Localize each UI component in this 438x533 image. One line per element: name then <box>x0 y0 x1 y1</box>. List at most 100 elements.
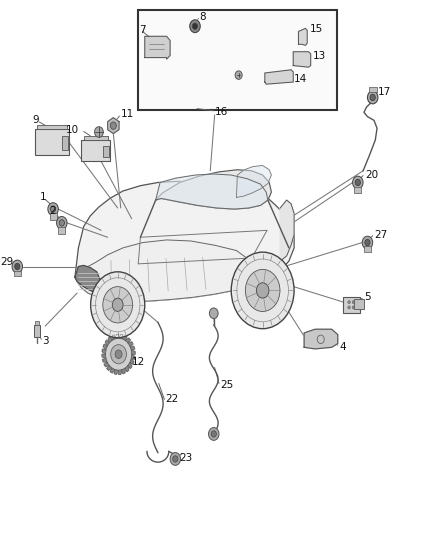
Bar <box>58 227 65 233</box>
Text: 20: 20 <box>365 169 378 180</box>
Text: 3: 3 <box>42 336 49 346</box>
Polygon shape <box>119 334 123 339</box>
Bar <box>84 136 108 140</box>
Polygon shape <box>99 285 123 296</box>
Circle shape <box>106 338 132 370</box>
Polygon shape <box>122 336 127 341</box>
Polygon shape <box>75 240 254 301</box>
Polygon shape <box>130 358 134 365</box>
Circle shape <box>231 252 294 329</box>
Bar <box>343 297 360 313</box>
Circle shape <box>115 350 122 359</box>
Text: 9: 9 <box>32 115 39 125</box>
Circle shape <box>104 322 111 331</box>
Polygon shape <box>125 366 129 372</box>
Polygon shape <box>108 118 119 134</box>
Circle shape <box>190 20 200 33</box>
Text: 10: 10 <box>66 125 79 135</box>
Bar <box>369 87 377 92</box>
Text: 13: 13 <box>313 51 327 61</box>
Polygon shape <box>75 265 106 293</box>
Circle shape <box>365 239 370 246</box>
Polygon shape <box>110 368 115 373</box>
Polygon shape <box>75 181 294 301</box>
Text: 27: 27 <box>374 230 388 240</box>
Circle shape <box>111 345 127 364</box>
Circle shape <box>370 94 375 101</box>
Text: 15: 15 <box>310 25 323 35</box>
Text: 29: 29 <box>1 257 14 267</box>
Bar <box>103 147 109 157</box>
Polygon shape <box>280 200 294 261</box>
Circle shape <box>352 301 355 304</box>
Circle shape <box>14 263 20 270</box>
Circle shape <box>235 71 242 79</box>
Polygon shape <box>131 350 135 354</box>
Polygon shape <box>265 70 293 84</box>
Text: 11: 11 <box>121 109 134 119</box>
Polygon shape <box>122 368 125 374</box>
Circle shape <box>12 260 22 273</box>
Polygon shape <box>145 36 170 59</box>
Text: 1: 1 <box>40 192 46 203</box>
Circle shape <box>110 122 117 130</box>
Polygon shape <box>119 369 122 374</box>
Circle shape <box>348 306 350 309</box>
Circle shape <box>245 269 280 311</box>
Polygon shape <box>293 52 311 67</box>
Circle shape <box>208 427 219 440</box>
Bar <box>62 136 68 150</box>
Circle shape <box>192 23 198 29</box>
Polygon shape <box>130 346 134 350</box>
Circle shape <box>256 283 269 298</box>
Circle shape <box>173 456 178 462</box>
Circle shape <box>353 176 363 189</box>
Text: 4: 4 <box>339 342 346 352</box>
Polygon shape <box>106 340 110 346</box>
Circle shape <box>112 298 123 311</box>
Bar <box>138 10 337 110</box>
Text: 5: 5 <box>364 292 371 302</box>
Circle shape <box>91 272 145 338</box>
Polygon shape <box>104 362 110 367</box>
Text: 7: 7 <box>140 26 146 36</box>
Circle shape <box>348 301 350 304</box>
Text: 23: 23 <box>179 453 192 463</box>
Bar <box>37 125 67 130</box>
Text: 14: 14 <box>294 74 307 84</box>
Circle shape <box>50 206 56 212</box>
Circle shape <box>170 453 180 465</box>
Bar <box>35 321 39 325</box>
Polygon shape <box>114 369 119 374</box>
Text: 12: 12 <box>132 357 145 367</box>
Bar <box>49 213 57 220</box>
Circle shape <box>57 216 67 229</box>
Polygon shape <box>237 165 272 197</box>
Polygon shape <box>125 338 131 343</box>
Polygon shape <box>112 335 115 341</box>
Polygon shape <box>128 362 132 368</box>
Polygon shape <box>103 344 107 350</box>
Bar <box>354 300 364 309</box>
Circle shape <box>48 203 58 215</box>
Polygon shape <box>155 174 268 209</box>
Bar <box>81 140 110 161</box>
Circle shape <box>362 236 373 249</box>
Circle shape <box>59 220 64 226</box>
Bar <box>34 325 40 337</box>
Circle shape <box>95 127 103 138</box>
Polygon shape <box>304 329 338 349</box>
Text: 17: 17 <box>378 87 391 97</box>
Polygon shape <box>298 28 307 45</box>
Circle shape <box>367 91 378 104</box>
Text: 8: 8 <box>199 12 206 22</box>
Bar <box>364 246 371 252</box>
Text: 22: 22 <box>166 394 179 405</box>
Circle shape <box>211 431 216 437</box>
Bar <box>354 187 361 193</box>
Polygon shape <box>107 366 112 370</box>
Polygon shape <box>115 334 119 339</box>
Text: 25: 25 <box>220 379 233 390</box>
Polygon shape <box>102 354 106 358</box>
Circle shape <box>352 306 355 309</box>
